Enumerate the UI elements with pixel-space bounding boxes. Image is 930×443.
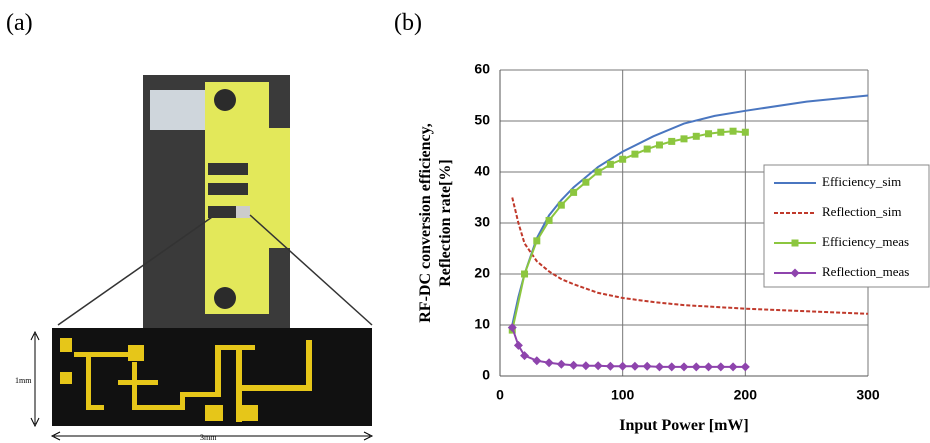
marker (606, 160, 614, 168)
marker (557, 201, 565, 209)
marker (680, 135, 688, 143)
panel-label: (b) (394, 10, 422, 36)
y-tick-label: 60 (474, 61, 490, 77)
marker (705, 130, 713, 138)
marker (655, 141, 663, 149)
marker (593, 361, 603, 371)
legend-label: Efficiency_sim (822, 174, 901, 189)
y-axis-label: Reflection rate[%] (437, 159, 454, 287)
x-axis-label: Input Power [mW] (619, 417, 748, 434)
y-tick-label: 30 (474, 214, 490, 230)
marker (513, 340, 523, 350)
marker (631, 150, 639, 158)
marker (790, 268, 800, 278)
marker (741, 128, 749, 136)
marker (521, 270, 529, 278)
marker (716, 362, 726, 372)
marker (582, 178, 590, 186)
marker (728, 362, 738, 372)
marker (791, 239, 799, 247)
marker (520, 351, 530, 361)
marker (533, 237, 541, 245)
marker (642, 361, 652, 371)
legend-box (763, 164, 930, 288)
marker (704, 362, 714, 372)
marker (594, 168, 602, 176)
scale-label: 1mm (15, 376, 32, 385)
legend-label: Efficiency_meas (822, 234, 909, 249)
series-line (511, 197, 869, 315)
marker (717, 128, 725, 136)
legend-label: Reflection_meas (822, 264, 909, 279)
scale-label: 3mm (200, 433, 217, 442)
circuit-photo (30, 328, 374, 441)
y-tick-label: 10 (474, 316, 490, 332)
marker (643, 145, 651, 153)
legend-label: Reflection_sim (822, 204, 901, 219)
y-tick-label: 50 (474, 112, 490, 128)
marker (691, 362, 701, 372)
marker (544, 358, 554, 368)
marker (618, 361, 628, 371)
marker (667, 362, 677, 372)
device-photo (57, 75, 373, 328)
x-tick-label: 300 (856, 387, 880, 403)
marker (668, 137, 676, 145)
marker (619, 155, 627, 163)
y-axis-label: RF-DC conversion efficiency, (417, 123, 434, 323)
marker (740, 362, 750, 372)
marker (507, 323, 517, 333)
marker (654, 362, 664, 372)
marker (630, 361, 640, 371)
series-line (511, 130, 746, 331)
marker (692, 132, 700, 140)
marker (545, 216, 553, 224)
marker (679, 362, 689, 372)
y-tick-label: 0 (482, 367, 490, 383)
panel-label: (a) (6, 10, 33, 36)
x-tick-label: 100 (611, 387, 635, 403)
y-tick-label: 40 (474, 163, 490, 179)
marker (532, 356, 542, 366)
marker (569, 360, 579, 370)
y-tick-label: 20 (474, 265, 490, 281)
marker (570, 188, 578, 196)
marker (605, 361, 615, 371)
x-tick-label: 200 (734, 387, 758, 403)
marker (581, 361, 591, 371)
marker (556, 359, 566, 369)
x-tick-label: 0 (496, 387, 504, 403)
marker (729, 127, 737, 135)
